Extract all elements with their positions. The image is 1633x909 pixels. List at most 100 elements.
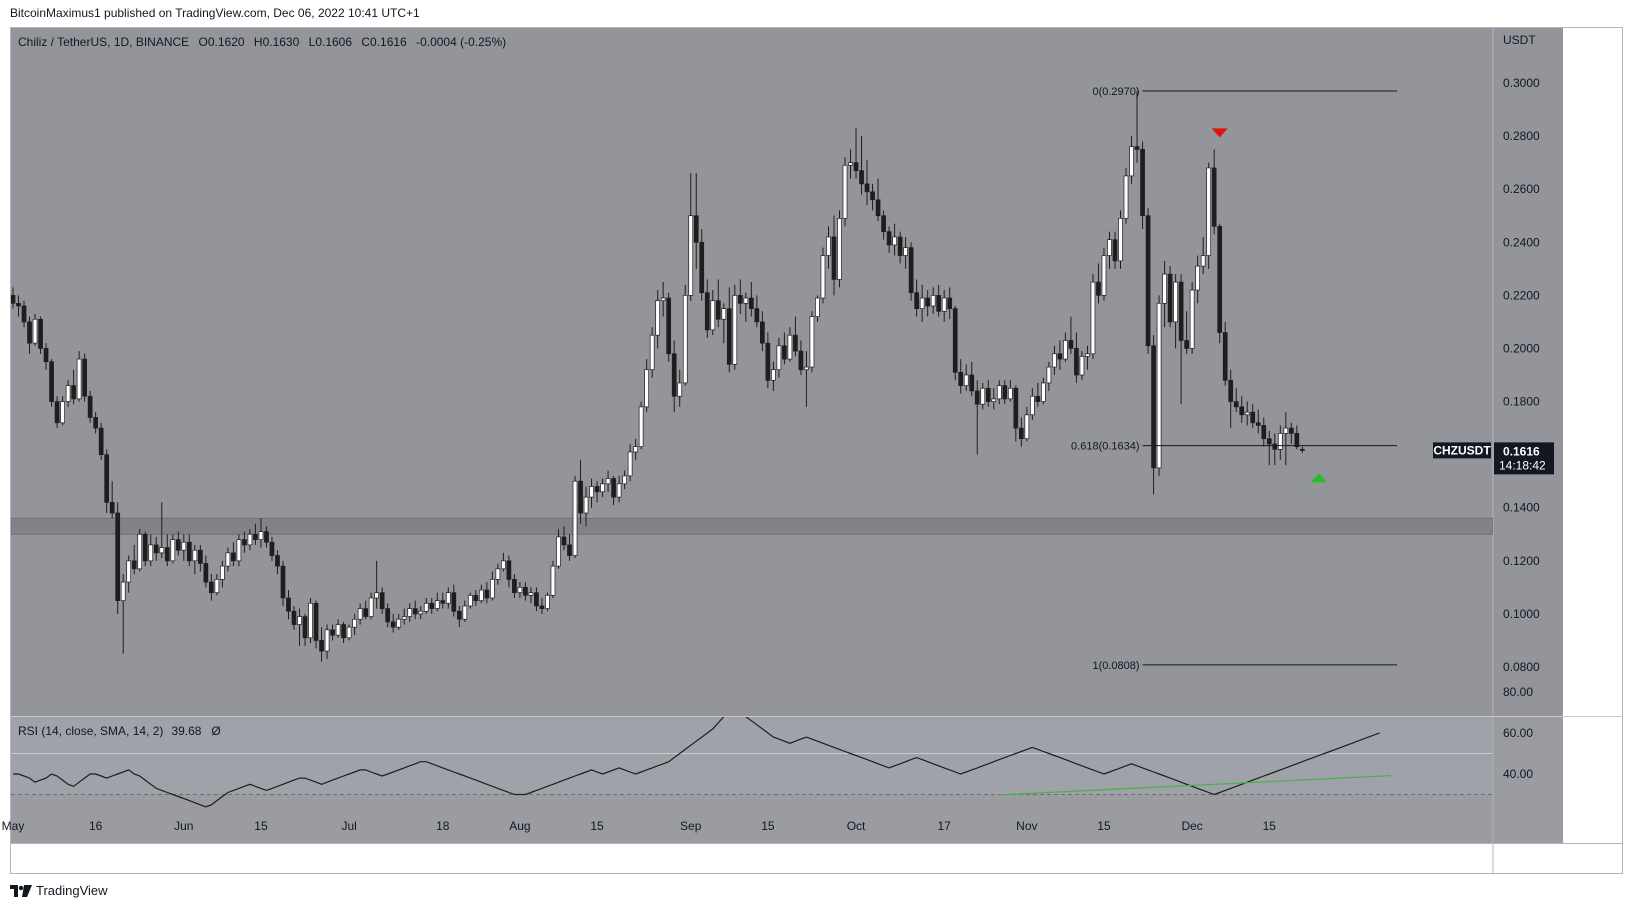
- candle: [192, 544, 198, 575]
- candle: [875, 178, 881, 222]
- time-tick-label: 15: [761, 819, 775, 833]
- candle: [798, 340, 804, 375]
- candle: [264, 526, 269, 548]
- candle: [445, 587, 451, 609]
- candle: [809, 311, 815, 373]
- candle: [280, 560, 286, 606]
- candle: [440, 592, 446, 609]
- high-label: H: [253, 35, 263, 49]
- time-tick-label: Nov: [1016, 819, 1037, 833]
- candle: [302, 613, 308, 646]
- symbol-label[interactable]: Chiliz / TetherUS, 1D, BINANCE: [18, 35, 190, 49]
- rsi-plot: [11, 717, 1493, 808]
- candle: [1255, 409, 1261, 434]
- candle: [1041, 377, 1046, 405]
- time-tick-label: 15: [1263, 819, 1277, 833]
- time-tick-label: Jul: [341, 819, 356, 833]
- candle: [484, 582, 490, 604]
- candle: [407, 603, 413, 622]
- candle: [456, 605, 462, 628]
- candle: [175, 531, 181, 556]
- candle: [1057, 340, 1063, 370]
- candle: [622, 470, 627, 490]
- candle: [297, 608, 302, 646]
- candle: [32, 313, 38, 346]
- candle: [21, 300, 27, 328]
- candle: [1217, 223, 1223, 344]
- currency-label: USDT: [1503, 33, 1536, 47]
- candle: [104, 449, 110, 514]
- candle: [253, 523, 258, 545]
- candle: [225, 547, 231, 572]
- candle: [374, 560, 380, 609]
- candle: [1195, 255, 1201, 304]
- candle: [776, 337, 782, 378]
- change-value: -0.0004 (-0.25%): [416, 35, 507, 49]
- rsi-label[interactable]: RSI (14, close, SMA, 14, 2): [18, 724, 164, 738]
- candle: [1074, 332, 1079, 383]
- candle: [49, 359, 54, 407]
- candle: [1244, 401, 1250, 426]
- candle: [600, 478, 605, 498]
- symbol-tag[interactable]: CHZUSDT: [1433, 442, 1491, 459]
- candle: [412, 600, 418, 620]
- candle: [974, 380, 980, 455]
- time-tick-label: Jun: [174, 819, 193, 833]
- candle: [286, 590, 291, 620]
- candle: [1239, 396, 1245, 423]
- fib-level-label: 0(0.2970): [1092, 86, 1139, 98]
- candle: [341, 621, 346, 644]
- open-label: O: [198, 35, 208, 49]
- candle: [958, 359, 964, 394]
- time-tick-label: 15: [1097, 819, 1111, 833]
- candle: [1068, 316, 1074, 354]
- candle: [1013, 385, 1019, 442]
- arrow-down-icon: [1211, 128, 1228, 138]
- candle: [1211, 149, 1217, 235]
- candle: [71, 369, 76, 405]
- candle: [1173, 274, 1178, 349]
- candle: [451, 584, 457, 617]
- candle: [820, 247, 826, 304]
- candle: [335, 619, 341, 638]
- candle: [379, 587, 385, 614]
- price-tick-label: 0.2200: [1503, 288, 1540, 302]
- candle: [804, 351, 809, 407]
- candle: [258, 518, 264, 548]
- candle: [275, 550, 280, 575]
- candle: [870, 183, 875, 211]
- candle: [462, 600, 468, 622]
- tradingview-logo[interactable]: TradingView: [10, 883, 108, 898]
- rsi-trendline[interactable]: [999, 775, 1391, 796]
- candle: [82, 353, 87, 402]
- time-tick-label: Sep: [680, 819, 702, 833]
- candle: [726, 287, 732, 373]
- candle: [1123, 167, 1129, 224]
- candle: [352, 613, 357, 636]
- support-zone: [11, 517, 1493, 535]
- candle: [837, 210, 842, 288]
- candle: [523, 582, 528, 601]
- candle: [506, 555, 512, 588]
- candle: [115, 502, 121, 614]
- price-plot: [11, 90, 1493, 662]
- candle: [710, 290, 716, 336]
- candle: [512, 574, 517, 598]
- candle: [848, 149, 853, 179]
- candle: [396, 613, 402, 630]
- candle: [1107, 231, 1112, 269]
- price-pane[interactable]: [11, 28, 1563, 716]
- time-tick-label: Aug: [509, 819, 530, 833]
- candle: [754, 295, 760, 328]
- candle: [368, 592, 374, 620]
- rsi-tick-label: 80.00: [1503, 685, 1533, 699]
- price-tick-label: 0.2800: [1503, 129, 1540, 143]
- candle: [969, 361, 975, 397]
- candle: [671, 340, 677, 413]
- time-tick-label: 18: [436, 819, 450, 833]
- candle: [793, 316, 798, 357]
- candle: [545, 592, 550, 612]
- price-tick-label: 0.2600: [1503, 182, 1540, 196]
